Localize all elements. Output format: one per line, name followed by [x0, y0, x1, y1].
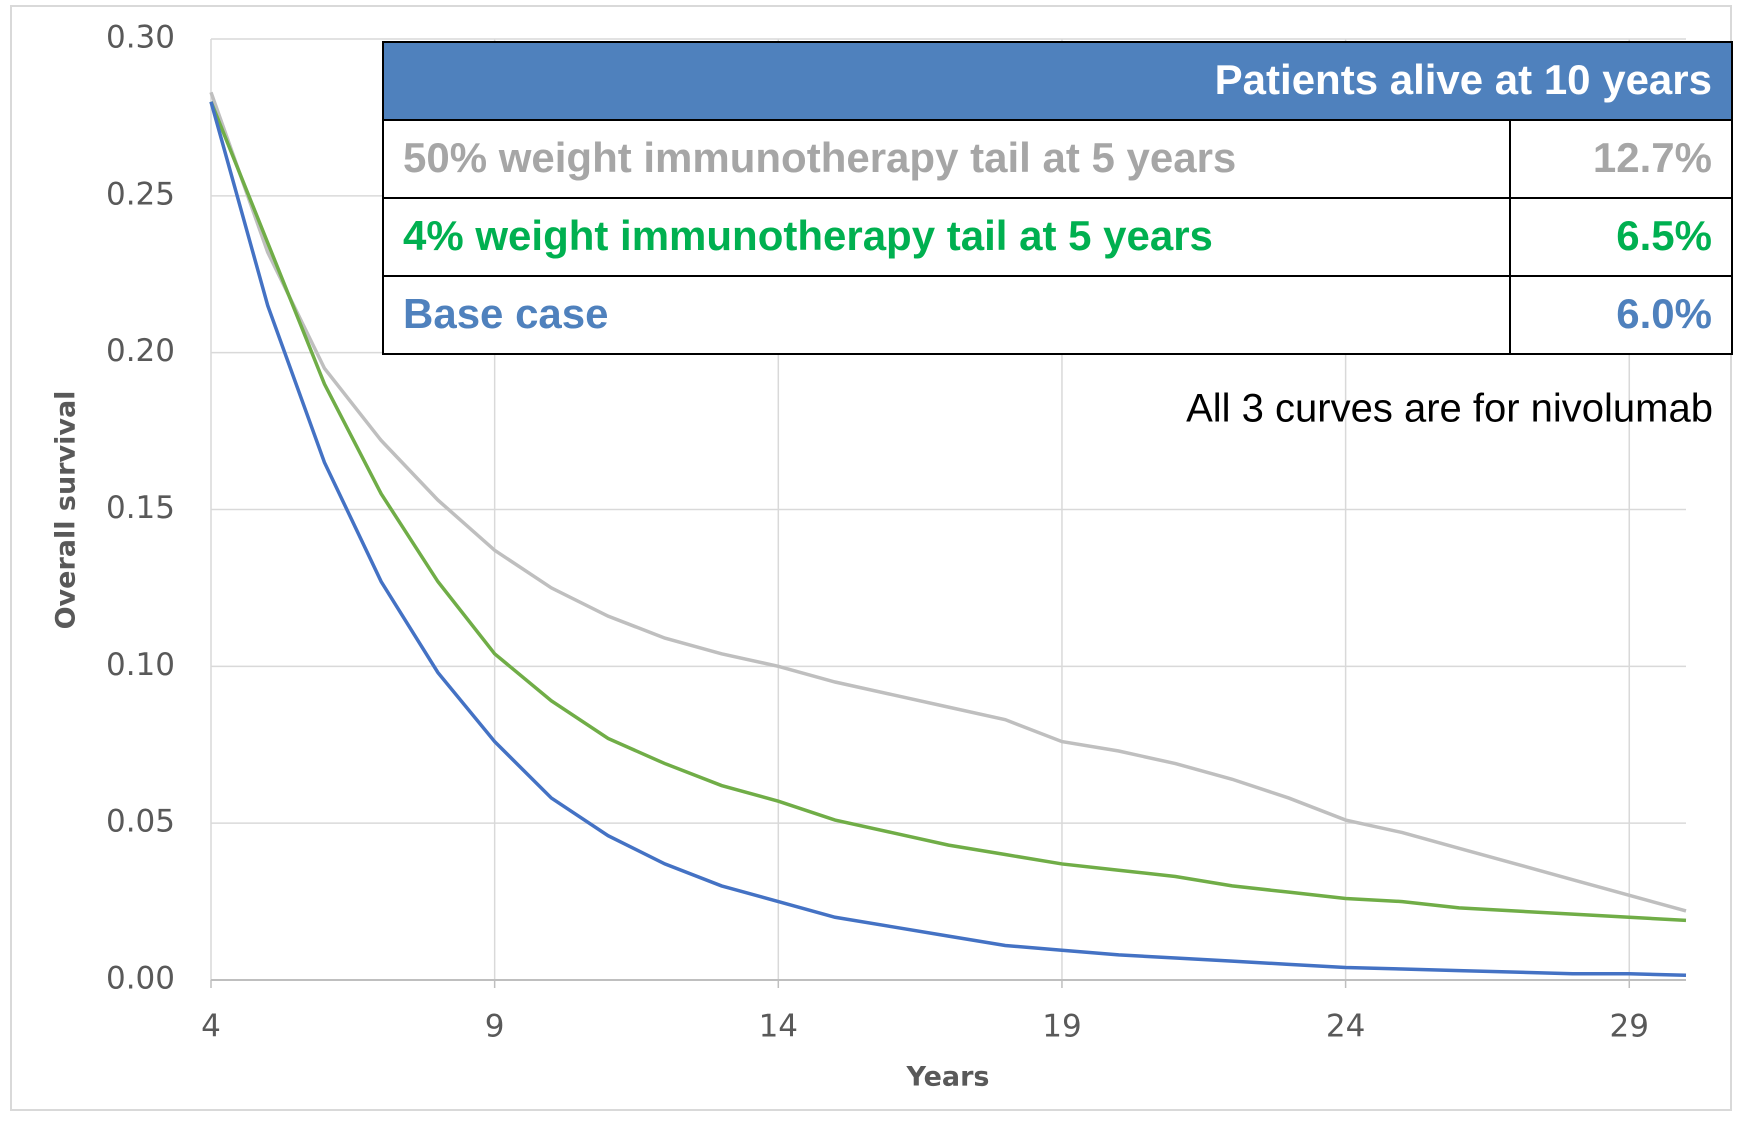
table-header: Patients alive at 10 years	[1215, 56, 1712, 103]
table-value: 6.5%	[1616, 212, 1712, 259]
y-axis-label: Overall survival	[51, 391, 82, 630]
line-series	[209, 101, 1687, 923]
table-header-bg	[383, 42, 1732, 120]
x-tick-label: 19	[1042, 1009, 1081, 1045]
frame	[10, 5, 1732, 1111]
table-border	[382, 41, 1733, 355]
y-tick-label: 0.15	[106, 490, 175, 526]
y-tick-label: 0.10	[106, 647, 175, 683]
y-tick-label: 0.20	[106, 333, 175, 369]
y-tick-label: 0.00	[106, 961, 175, 997]
table-value: 6.0%	[1616, 290, 1712, 337]
table-label: 4% weight immunotherapy tail at 5 years	[403, 212, 1213, 259]
y-tick-label: 0.05	[106, 804, 175, 840]
table-value: 12.7%	[1593, 134, 1712, 181]
table-label: Base case	[403, 290, 609, 337]
x-tick-label: 24	[1326, 1009, 1365, 1045]
x-tick-label: 9	[485, 1009, 505, 1045]
x-tick-label: 29	[1610, 1009, 1649, 1045]
annotation: All 3 curves are for nivolumab	[1186, 387, 1713, 431]
table-row	[382, 275, 1733, 355]
x-axis-label: Years	[906, 1062, 990, 1093]
table-row	[382, 197, 1733, 277]
line-series	[209, 101, 1687, 978]
table-label: 50% weight immunotherapy tail at 5 years	[403, 134, 1236, 181]
y-tick-label: 0.25	[106, 176, 175, 212]
line-series	[209, 91, 1687, 913]
y-tick-label: 0.30	[106, 20, 175, 56]
x-tick-label: 14	[759, 1009, 798, 1045]
x-tick-label: 4	[201, 1009, 221, 1045]
